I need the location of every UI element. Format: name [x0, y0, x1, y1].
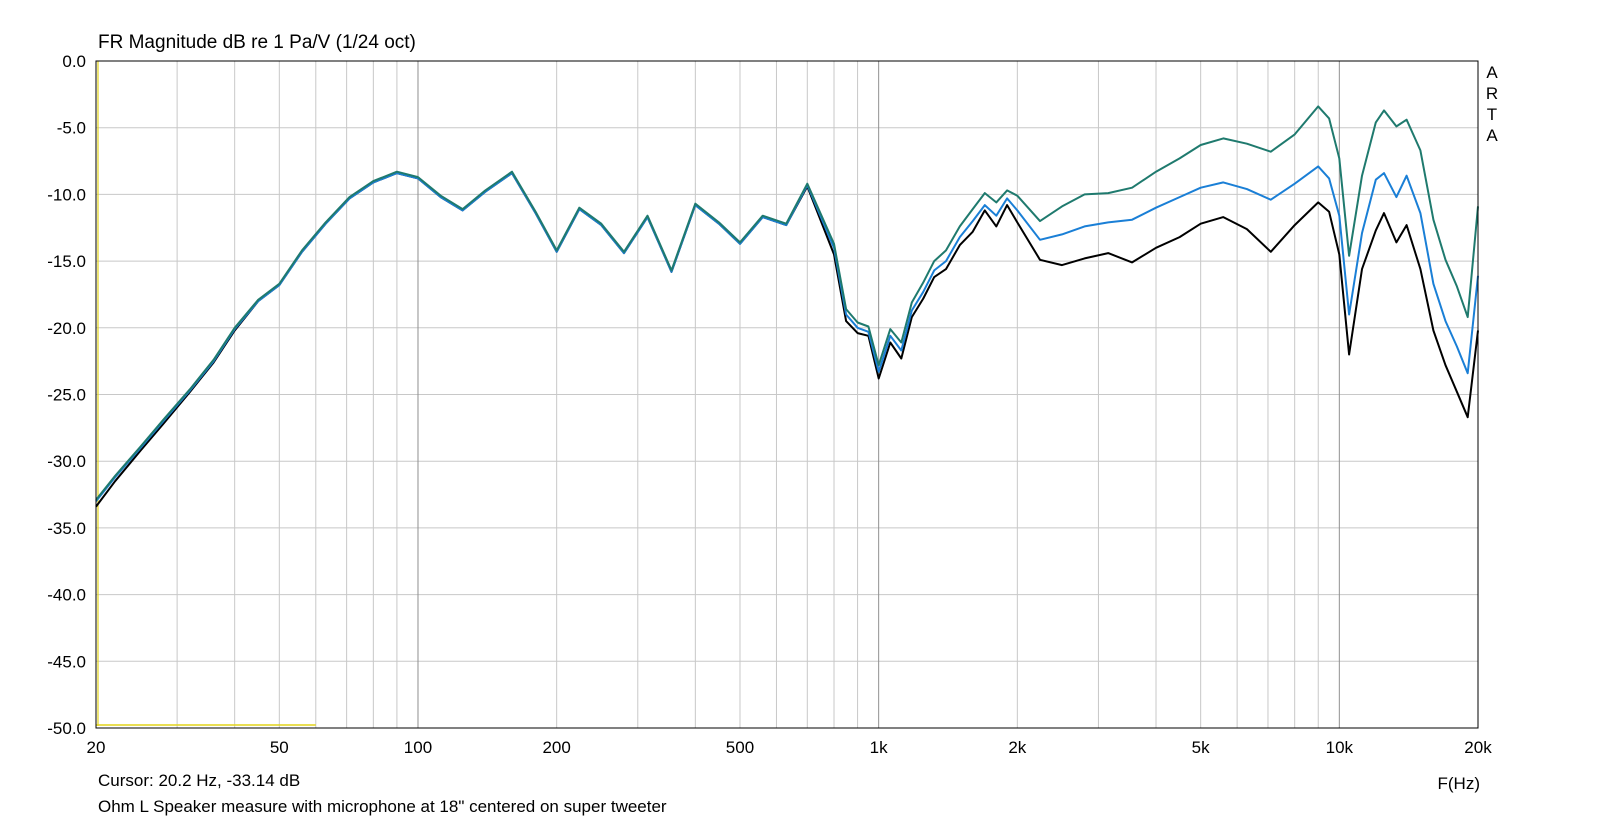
series-line-2 [95, 165, 1479, 502]
cursor-marker[interactable] [96, 61, 316, 726]
y-axis-tick-labels: 0.0 -5.0 -10.0 -15.0 -20.0 -25.0 -30.0 -35.0 -40… [47, 52, 86, 738]
x-tick-label: 500 [726, 738, 754, 757]
x-tick-label: 10k [1326, 738, 1354, 757]
y-tick-label: 0.0 [62, 52, 86, 71]
series-group [95, 105, 1479, 508]
x-tick-label: 20 [87, 738, 106, 757]
x-tick-label: 20k [1464, 738, 1492, 757]
watermark-letter: A [1486, 63, 1498, 82]
y-tick-label: -50.0 [47, 719, 86, 738]
y-tick-label: -40.0 [47, 586, 86, 605]
y-tick-label: -15.0 [47, 252, 86, 271]
x-tick-label: 50 [270, 738, 289, 757]
y-tick-label: -10.0 [47, 185, 86, 204]
series-line-3 [95, 105, 1479, 501]
x-tick-label: 200 [542, 738, 570, 757]
watermark-letter: R [1486, 84, 1498, 103]
x-tick-label: 5k [1192, 738, 1210, 757]
plot-frame [95, 60, 1479, 729]
measurement-caption: Ohm L Speaker measure with microphone at… [98, 797, 667, 816]
y-tick-label: -30.0 [47, 452, 86, 471]
x-tick-label: 2k [1008, 738, 1026, 757]
y-tick-label: -20.0 [47, 319, 86, 338]
x-tick-label: 100 [404, 738, 432, 757]
grid [96, 60, 1478, 729]
y-tick-label: -45.0 [47, 652, 86, 671]
y-tick-label: -25.0 [47, 386, 86, 405]
chart-title: FR Magnitude dB re 1 Pa/V (1/24 oct) [98, 32, 416, 53]
watermark-letter: A [1486, 126, 1498, 145]
cursor-readout: Cursor: 20.2 Hz, -33.14 dB [98, 771, 301, 790]
x-axis-label: F(Hz) [1438, 774, 1480, 793]
x-tick-label: 1k [870, 738, 888, 757]
y-tick-label: -35.0 [47, 519, 86, 538]
y-tick-label: -5.0 [57, 119, 86, 138]
x-axis-tick-labels: 20 50 100 200 500 1k 2k 5k 10k 20k [87, 738, 1493, 757]
watermark-letter: T [1487, 105, 1497, 124]
